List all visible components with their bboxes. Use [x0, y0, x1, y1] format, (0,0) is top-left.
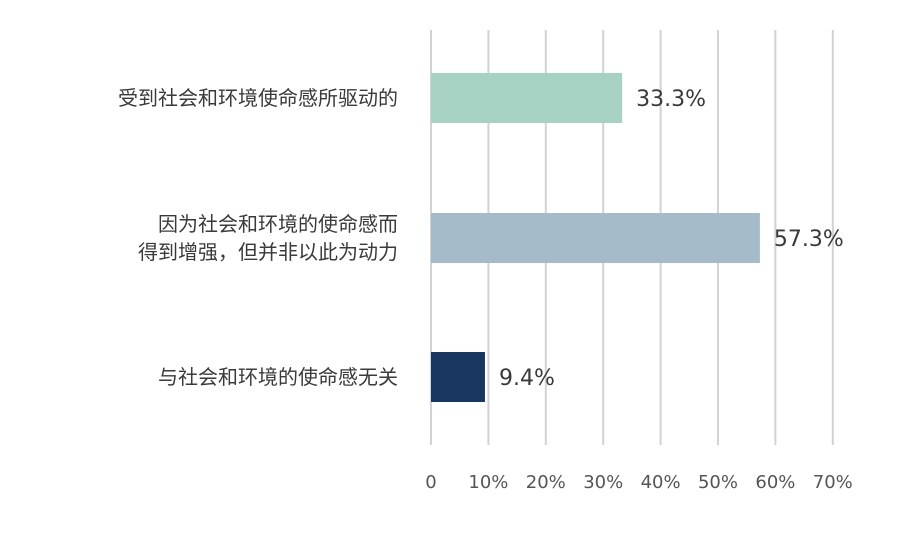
bar: [431, 352, 485, 402]
category-label: 与社会和环境的使命感无关: [158, 365, 398, 389]
x-tick-label: 40%: [641, 472, 681, 493]
x-tick-label: 0: [425, 472, 436, 493]
data-label: 9.4%: [499, 366, 555, 391]
category-label: 因为社会和环境的使命感而: [158, 212, 398, 236]
x-tick-label: 50%: [698, 472, 738, 493]
x-tick-label: 30%: [583, 472, 623, 493]
bar: [431, 73, 623, 123]
category-label: 受到社会和环境使命感所驱动的: [118, 86, 398, 110]
x-tick-label: 10%: [468, 472, 508, 493]
data-label: 57.3%: [774, 227, 844, 252]
category-label: 得到增强，但并非以此为动力: [138, 240, 398, 264]
x-tick-label: 20%: [526, 472, 566, 493]
data-label: 33.3%: [636, 87, 706, 112]
bar: [431, 213, 760, 263]
x-tick-label: 70%: [813, 472, 853, 493]
x-tick-label: 60%: [755, 472, 795, 493]
